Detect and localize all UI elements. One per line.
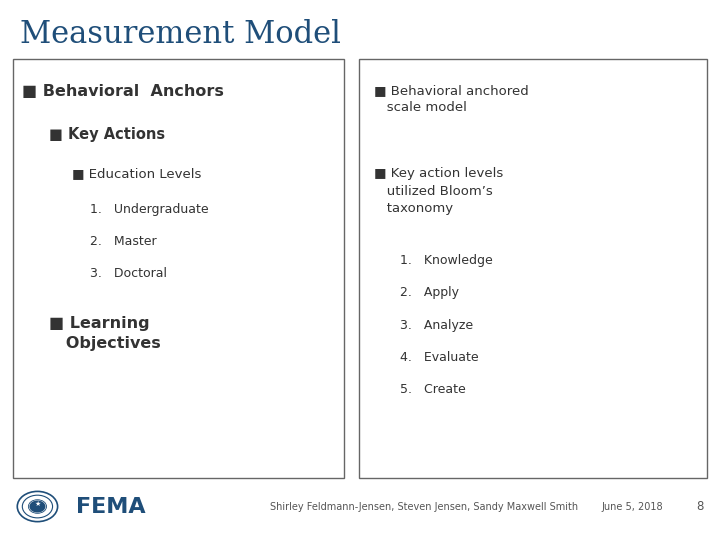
Text: Measurement Model: Measurement Model xyxy=(20,19,341,50)
Text: June 5, 2018: June 5, 2018 xyxy=(601,502,663,511)
Text: 1.   Undergraduate: 1. Undergraduate xyxy=(90,202,209,215)
Text: 5.   Create: 5. Create xyxy=(400,383,465,396)
Text: 1.   Knowledge: 1. Knowledge xyxy=(400,254,492,267)
Text: FEMA: FEMA xyxy=(76,496,145,517)
Text: 8: 8 xyxy=(696,500,703,513)
Text: ★: ★ xyxy=(35,501,40,508)
Circle shape xyxy=(30,501,45,512)
Text: ■ Learning
   Objectives: ■ Learning Objectives xyxy=(49,316,161,352)
Text: Shirley Feldmann-Jensen, Steven Jensen, Sandy Maxwell Smith: Shirley Feldmann-Jensen, Steven Jensen, … xyxy=(270,502,578,511)
Text: ■ Education Levels: ■ Education Levels xyxy=(72,167,202,180)
Text: 2.   Master: 2. Master xyxy=(90,235,157,248)
FancyBboxPatch shape xyxy=(13,59,344,478)
Text: ■ Behavioral  Anchors: ■ Behavioral Anchors xyxy=(22,84,223,99)
Text: 3.   Analyze: 3. Analyze xyxy=(400,319,473,332)
Text: ■ Key action levels
   utilized Bloom’s
   taxonomy: ■ Key action levels utilized Bloom’s tax… xyxy=(374,167,504,215)
Text: 2.   Apply: 2. Apply xyxy=(400,286,459,299)
Text: 4.   Evaluate: 4. Evaluate xyxy=(400,351,478,364)
Text: 3.   Doctoral: 3. Doctoral xyxy=(90,267,167,280)
FancyBboxPatch shape xyxy=(359,59,707,478)
Text: ■ Key Actions: ■ Key Actions xyxy=(49,127,165,142)
Text: ■ Behavioral anchored
   scale model: ■ Behavioral anchored scale model xyxy=(374,84,529,114)
